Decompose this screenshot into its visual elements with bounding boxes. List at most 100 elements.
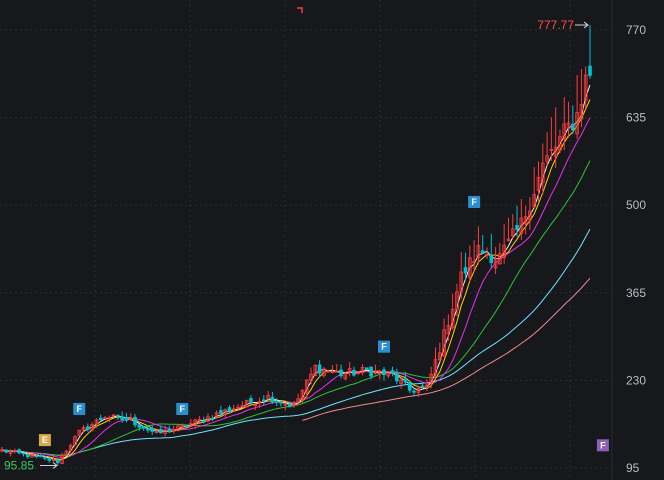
candle-body-135 [579,104,584,120]
candle-body-19 [81,427,86,431]
candle-body-72 [309,373,313,381]
candle-body-122 [523,216,528,225]
candle-body-79 [339,369,343,377]
candle-body-127 [545,155,549,162]
marker-label-2: F [180,404,186,414]
candle-body-137 [588,65,592,76]
candle-body-3 [13,450,17,453]
candle-body-13 [55,459,60,464]
candle-body-130 [558,136,562,151]
candle-body-42 [180,424,185,428]
candle-body-77 [330,371,335,374]
high-value-arrow [575,21,589,29]
candle-body-128 [549,149,554,151]
candle-body-86 [369,366,373,377]
candle-body-78 [334,370,339,373]
high-value-label: 777.77 [537,18,574,32]
candle-body-76 [326,370,330,373]
candle-body-133 [571,123,575,131]
marker-box-2 [176,402,189,415]
candle-body-22 [94,419,99,425]
candlesticks [0,24,592,466]
candle-body-28 [120,416,124,421]
candle-body-68 [292,403,296,406]
candle-body-38 [163,429,167,434]
y-tick-label-635: 635 [626,111,646,125]
candle-body-92 [395,373,399,382]
marker-label-4: F [471,197,477,207]
price-annotations: 777.77 95.85 [4,18,589,472]
candle-body-87 [373,370,378,374]
marker-label-1: F [77,404,83,414]
ma-line-cyan [1,228,591,456]
candle-body-114 [489,254,494,264]
candle-body-98 [420,385,425,388]
y-tick-label-500: 500 [626,198,646,212]
marker-label-5: F [600,440,606,450]
candle-body-119 [510,228,515,237]
marker-box-3 [377,340,390,353]
candle-body-61 [262,399,266,402]
candle-body-80 [343,373,348,380]
ma-line-green [1,160,591,456]
candle-body-31 [133,416,137,426]
candle-body-20 [86,426,90,430]
candle-body-11 [47,457,52,461]
candle-body-84 [360,366,365,374]
candle-body-102 [437,352,442,361]
low-value-arrow [40,462,58,469]
marker-label-0: E [42,435,48,445]
marker-box-1 [73,402,86,415]
candle-body-107 [459,271,464,293]
candle-body-101 [433,359,438,377]
candle-body-32 [137,424,142,428]
candle-body-124 [532,194,537,208]
candle-body-33 [141,425,146,429]
candle-body-2 [8,451,13,454]
candle-body-75 [322,368,326,377]
candle-body-37 [159,428,163,434]
candle-body-94 [403,378,408,383]
candle-body-8 [34,455,39,458]
candle-body-110 [472,261,476,264]
candle-body-36 [154,430,159,433]
candle-body-66 [283,403,288,406]
candle-body-24 [103,417,107,419]
candle-body-82 [352,369,356,376]
candle-body-18 [77,429,82,436]
candle-body-83 [356,371,361,374]
candle-body-100 [429,373,433,384]
marker-box-0 [38,434,51,447]
candle-body-93 [399,379,403,385]
marker-label-3: F [381,342,387,352]
y-tick-label-230: 230 [626,373,646,387]
candle-body-132 [566,122,571,129]
candle-body-10 [43,456,47,459]
candle-body-51 [219,410,223,414]
candle-body-5 [21,452,26,455]
candle-body-74 [317,364,322,374]
candle-body-115 [493,258,498,269]
candle-body-103 [442,329,446,357]
candle-body-46 [197,418,202,421]
candle-body-81 [347,368,352,373]
candle-body-70 [300,390,305,400]
candle-body-49 [210,418,215,420]
candle-body-29 [124,417,129,421]
candle-body-47 [201,420,206,423]
candle-body-30 [128,418,133,421]
candle-body-53 [227,407,232,412]
event-markers: E F F F F F [38,195,609,452]
candle-body-17 [73,436,77,446]
candle-body-57 [244,399,249,408]
candle-body-112 [480,250,485,254]
candle-body-90 [386,371,391,377]
candle-body-106 [455,291,459,311]
ma-line-magenta [1,117,591,458]
candle-body-6 [25,453,30,458]
candle-body-64 [274,400,279,403]
candle-body-58 [249,398,253,404]
candle-body-15 [64,450,69,455]
candle-body-118 [506,238,511,242]
